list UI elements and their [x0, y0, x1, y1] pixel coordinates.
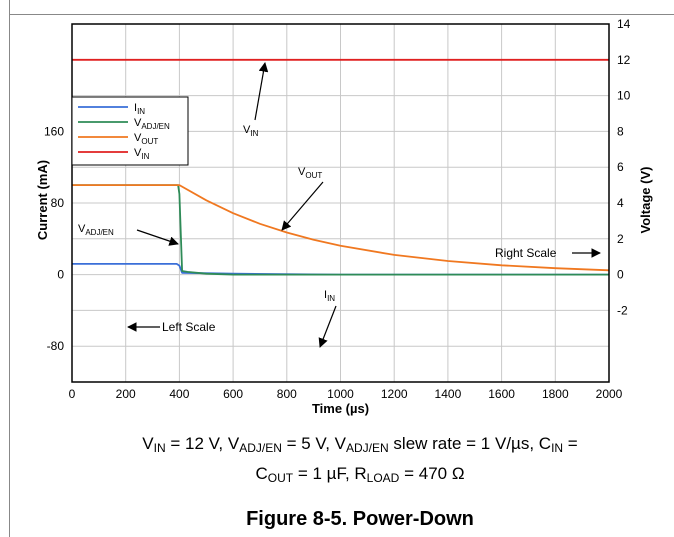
- page-border-left: [9, 0, 10, 537]
- caption-line-1: VIN = 12 V, VADJ/EN = 5 V, VADJ/EN slew …: [142, 434, 578, 455]
- x-tick-label: 600: [223, 387, 243, 401]
- right-tick-label: 6: [617, 160, 624, 174]
- vadj-annotation: VADJ/EN: [78, 223, 114, 237]
- x-axis-label: Time (µs): [312, 401, 369, 416]
- left-tick-label: 0: [57, 268, 64, 282]
- plot-grid: [72, 24, 609, 382]
- series-layer: [72, 58, 610, 276]
- vout-arrow: [281, 181, 324, 231]
- x-tick-label: 1400: [435, 387, 462, 401]
- x-tick-label: 0: [69, 387, 76, 401]
- right-tick-label: 2: [617, 232, 624, 246]
- right-tick-label: 0: [617, 268, 624, 282]
- page-border-top: [9, 14, 674, 15]
- vin-arrow: [254, 62, 269, 121]
- y-axis-label-left: Current (mA): [35, 160, 50, 240]
- figure-title: Figure 8-5. Power-Down: [246, 508, 474, 530]
- vout-annotation: VOUT: [298, 166, 322, 180]
- iin-annotation: IIN: [324, 289, 335, 303]
- tick-labels: 0 200 400 600 800 1000 1200 1400 1600 1800 2000160…: [35, 17, 653, 416]
- x-tick-label: 1000: [327, 387, 354, 401]
- left-scale-label: Left Scale: [162, 320, 216, 334]
- left-tick-label: -80: [47, 339, 65, 353]
- plot-frame: [71, 23, 610, 383]
- x-tick-label: 400: [169, 387, 189, 401]
- x-tick-label: 1200: [381, 387, 408, 401]
- right-tick-label: 10: [617, 89, 631, 103]
- right-scale-label: Right Scale: [495, 246, 557, 260]
- series-line-1: [72, 184, 609, 276]
- iin-arrow: [318, 305, 337, 348]
- power-down-chart: 0 200 400 600 800 1000 1200 1400 1600 1800 2000160…: [35, 17, 653, 416]
- right-tick-label: 4: [617, 196, 624, 210]
- right-tick-label: 14: [617, 17, 631, 31]
- legend-box: [71, 96, 189, 166]
- right-tick-label: -2: [617, 303, 628, 317]
- x-tick-label: 800: [277, 387, 297, 401]
- vadj-arrow: [136, 229, 179, 246]
- left-tick-label: 160: [44, 124, 64, 138]
- y-axis-label-right: Voltage (V): [638, 167, 653, 234]
- caption-line-2: COUT = 1 µF, RLOAD = 470 Ω: [255, 464, 465, 485]
- x-tick-label: 1600: [488, 387, 515, 401]
- x-tick-label: 2000: [596, 387, 623, 401]
- left-tick-label: 80: [51, 196, 65, 210]
- right-tick-label: 8: [617, 124, 624, 138]
- right-tick-label: 12: [617, 53, 631, 67]
- x-tick-label: 200: [116, 387, 136, 401]
- legend-label: IIN: [134, 102, 145, 116]
- vin-annotation: VIN: [243, 124, 259, 138]
- series-line-2: [72, 184, 610, 272]
- x-tick-label: 1800: [542, 387, 569, 401]
